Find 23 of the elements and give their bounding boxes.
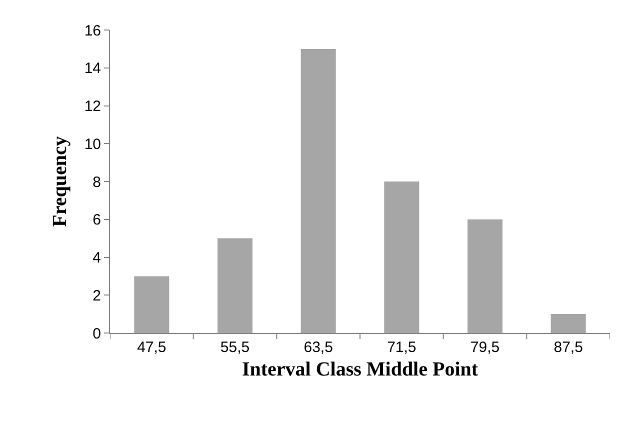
bar <box>300 48 336 333</box>
y-tick-label: 16 <box>84 22 101 40</box>
x-tick-label: 71,5 <box>387 339 416 356</box>
x-tick-label: 63,5 <box>304 339 333 356</box>
y-tick-label: 10 <box>84 136 101 153</box>
bar <box>218 238 252 333</box>
y-tick-label: 0 <box>92 325 101 342</box>
y-tick-label: 6 <box>92 212 101 229</box>
x-axis-title: Interval Class Middle Point <box>242 358 478 380</box>
x-tick-label: 47,5 <box>137 339 166 356</box>
bar <box>468 219 502 333</box>
y-tick-label: 2 <box>92 287 101 304</box>
y-axis-title: Frequency <box>48 136 71 227</box>
y-tick-label: 4 <box>92 250 101 266</box>
bar <box>134 276 170 333</box>
y-tick-label: 8 <box>92 174 101 191</box>
x-tick-label: 55,5 <box>220 339 250 356</box>
x-tick-label: 79,5 <box>470 339 500 356</box>
y-tick-label: 14 <box>84 60 101 78</box>
x-tick-label: 87,5 <box>554 339 583 356</box>
y-tick-label: 12 <box>84 98 101 115</box>
bar <box>384 182 420 333</box>
bar <box>550 314 586 333</box>
